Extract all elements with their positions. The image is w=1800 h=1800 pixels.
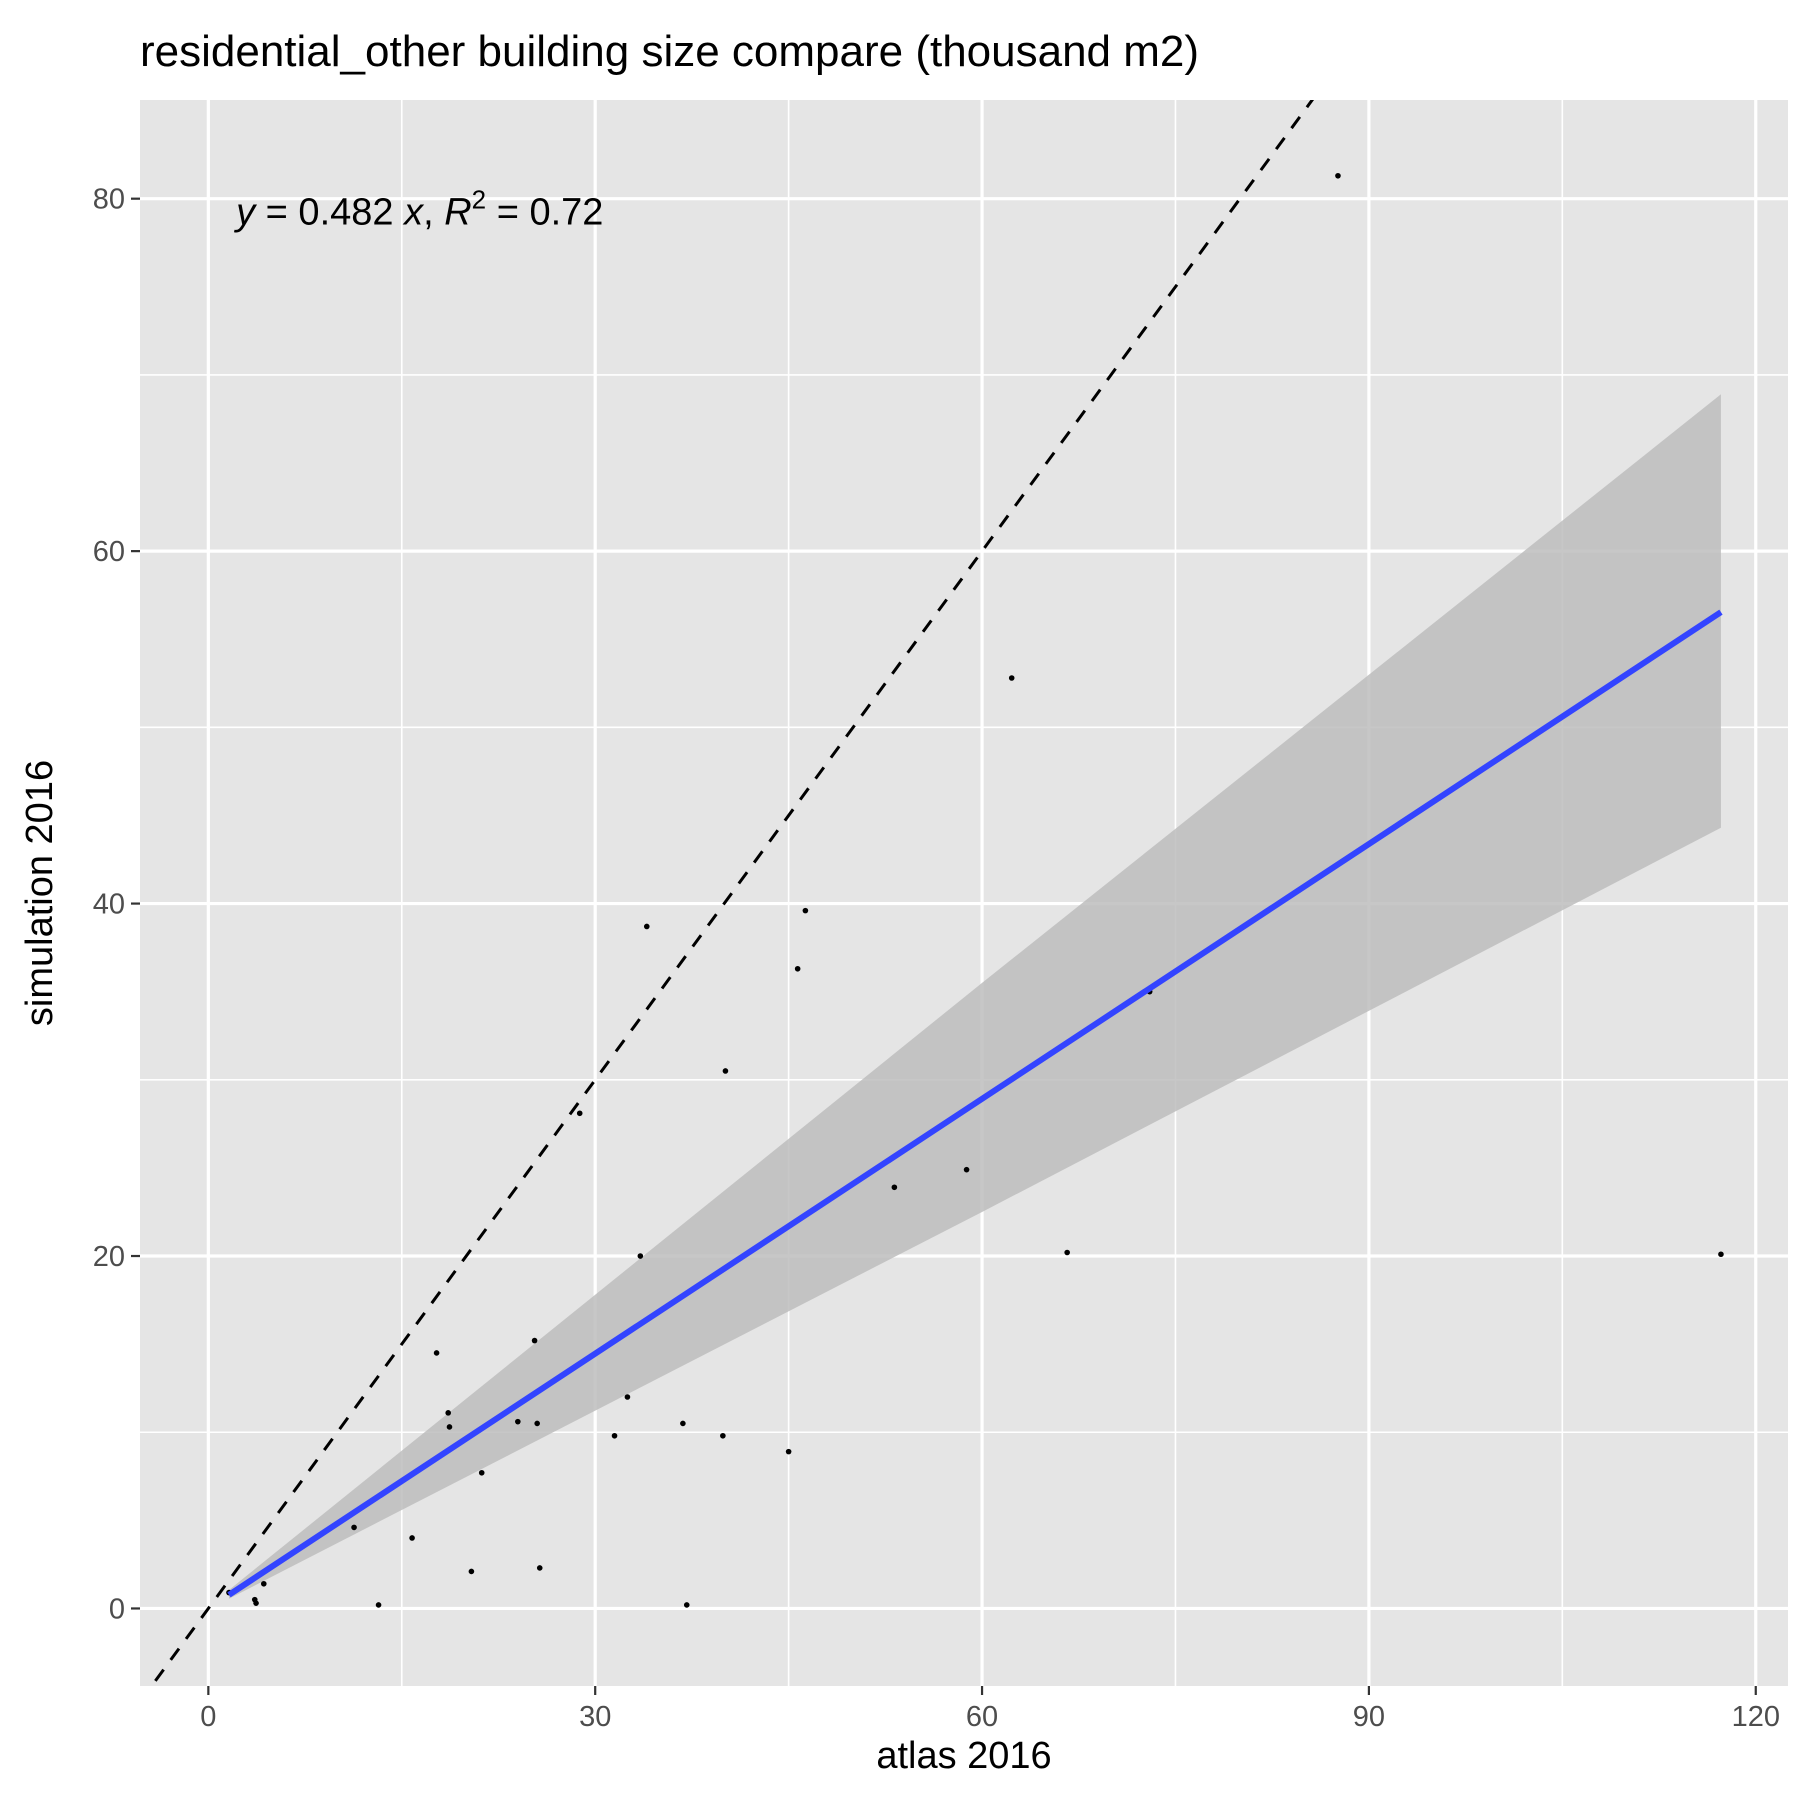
x-tick-label: 0 <box>200 1701 216 1733</box>
data-point <box>515 1418 521 1425</box>
data-point <box>802 907 809 914</box>
data-point <box>409 1535 415 1541</box>
data-point <box>1335 172 1341 179</box>
regression-line <box>227 609 1723 1598</box>
data-point <box>1718 1251 1724 1258</box>
data-point <box>794 965 801 972</box>
data-point <box>963 1166 970 1173</box>
data-point <box>683 1602 690 1608</box>
eq-r2: = 0.72 <box>486 192 603 234</box>
x-tick-label: 90 <box>1353 1701 1385 1733</box>
data-point <box>468 1568 475 1575</box>
x-axis-title: atlas 2016 <box>876 1735 1051 1777</box>
data-point <box>891 1184 898 1191</box>
data-point <box>478 1469 485 1476</box>
data-point <box>624 1394 631 1400</box>
y-tick-label: 80 <box>93 184 125 216</box>
data-point <box>351 1524 357 1531</box>
y-axis: 0 20 40 60 80 <box>93 184 140 1625</box>
data-point <box>1008 675 1015 681</box>
data-point <box>611 1432 618 1439</box>
data-point <box>446 1424 453 1430</box>
data-point <box>643 923 650 930</box>
data-point <box>260 1580 267 1587</box>
data-point <box>253 1600 259 1606</box>
y-axis-title: simulation 2016 <box>19 760 61 1026</box>
data-point <box>445 1410 451 1416</box>
data-point <box>680 1420 686 1427</box>
data-point <box>536 1565 543 1571</box>
eq-x: x <box>402 192 425 234</box>
x-tick-label: 120 <box>1732 1701 1780 1733</box>
data-point <box>375 1602 382 1608</box>
data-point <box>720 1432 726 1439</box>
plot-content <box>149 100 1724 1686</box>
y-tick-label: 20 <box>93 1241 125 1273</box>
data-point <box>1064 1249 1070 1256</box>
data-point <box>722 1068 729 1074</box>
y-tick-label: 40 <box>93 889 125 921</box>
x-axis: 0 30 60 90 120 <box>200 1686 1780 1733</box>
x-tick-label: 30 <box>579 1701 611 1733</box>
eq-y: y <box>233 192 257 234</box>
data-point <box>534 1420 540 1427</box>
grid-major <box>140 100 1788 1686</box>
data-point <box>785 1448 792 1455</box>
eq-sup: 2 <box>472 185 486 215</box>
data-point <box>433 1350 440 1356</box>
chart-title: residential_other building size compare … <box>140 27 1199 76</box>
regression-equation: y = 0.482 x, R2 = 0.72 <box>233 185 603 234</box>
data-point <box>637 1253 644 1259</box>
eq-r: R <box>444 192 471 234</box>
y-tick-label: 0 <box>109 1593 125 1625</box>
data-point <box>576 1110 583 1117</box>
x-tick-label: 60 <box>966 1701 998 1733</box>
eq-sep: , <box>423 192 444 234</box>
data-point <box>531 1337 538 1344</box>
y-tick-label: 60 <box>93 536 125 568</box>
eq-coef: = 0.482 <box>255 192 404 234</box>
confidence-band <box>228 394 1721 1599</box>
